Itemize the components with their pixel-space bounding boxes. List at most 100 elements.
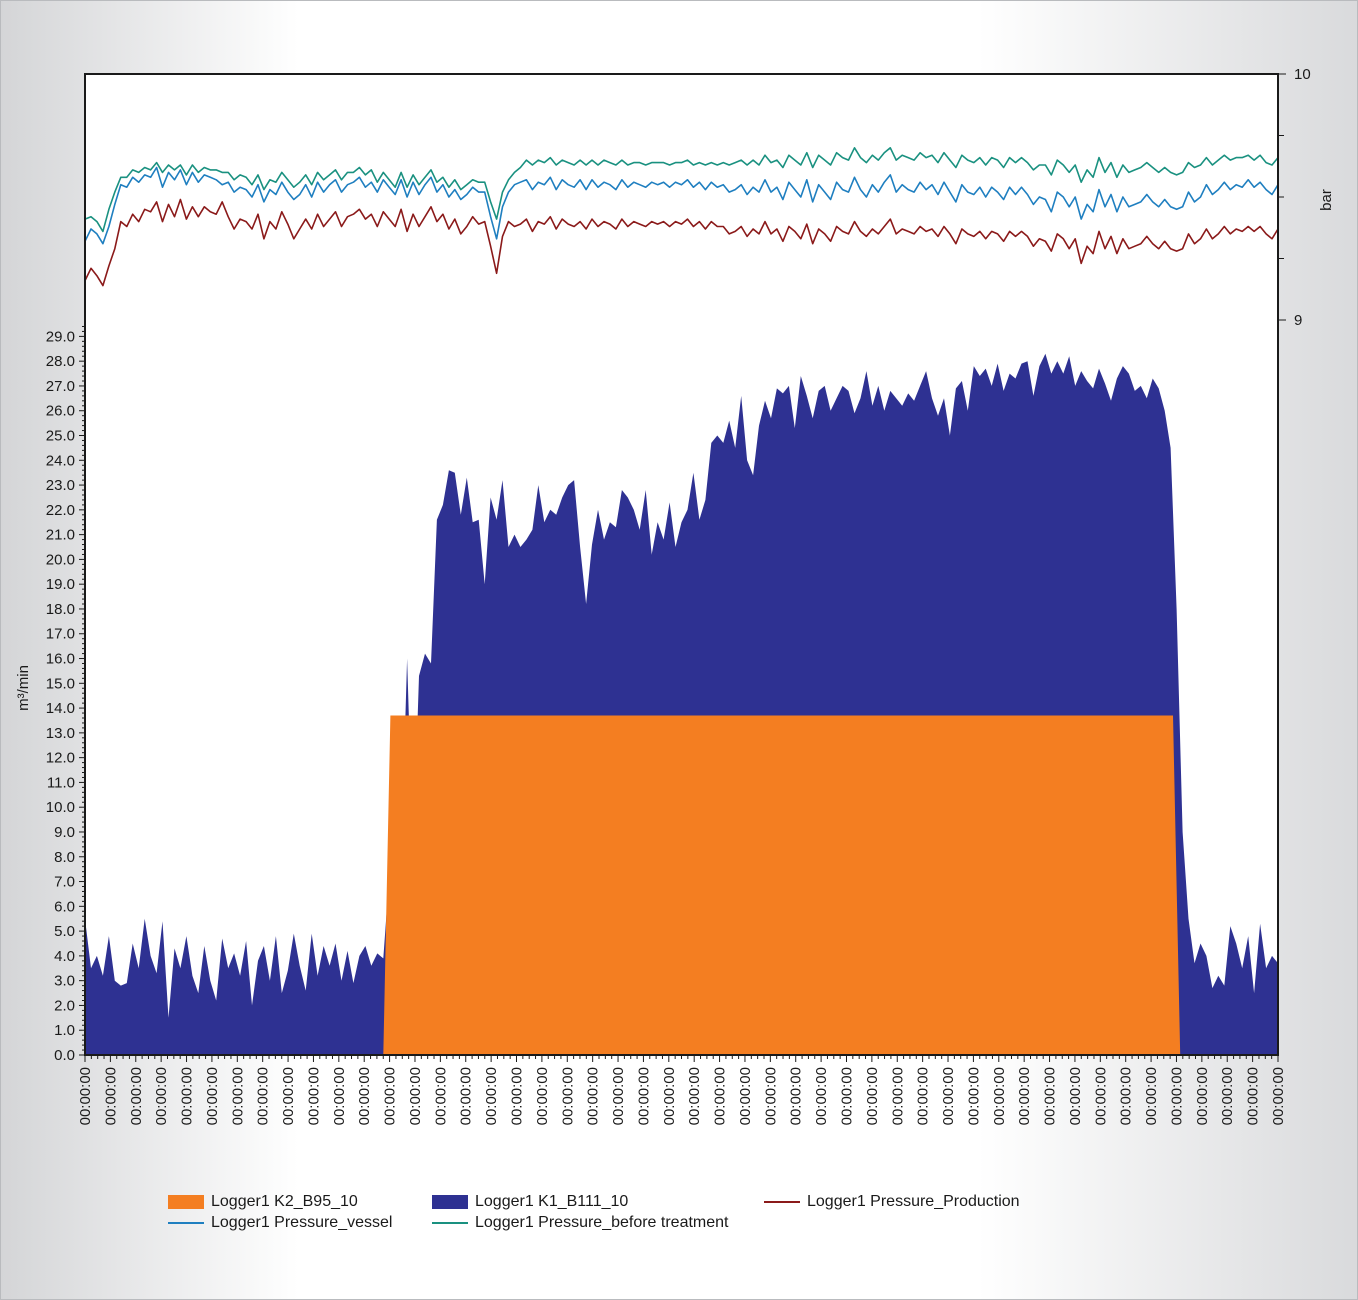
x-tick-label: 00:00:00: [559, 1067, 576, 1125]
x-tick-label: 00:00:00: [229, 1067, 246, 1125]
x-tick-label: 00:00:00: [305, 1067, 322, 1125]
y-left-tick-label: 17.0: [46, 626, 75, 643]
y-left-tick-label: 1.0: [54, 1022, 75, 1039]
legend-label-k1: Logger1 K1_B111_10: [475, 1193, 629, 1210]
x-tick-label: 00:00:00: [635, 1067, 652, 1125]
x-tick-label: 00:00:00: [102, 1067, 119, 1125]
x-tick-label: 00:00:00: [864, 1067, 881, 1125]
series-area-k2-b95-10: [85, 715, 1278, 1055]
x-tick-label: 00:00:00: [509, 1067, 526, 1125]
legend-label-pressure-vessel: Logger1 Pressure_vessel: [211, 1214, 393, 1231]
x-tick-label: 00:00:00: [458, 1067, 475, 1125]
x-tick-label: 00:00:00: [1118, 1067, 1135, 1125]
series-line-logger1-pressure-before-treatment: [84, 147, 1279, 233]
x-tick-label: 00:00:00: [1067, 1067, 1084, 1125]
x-tick-label: 00:00:00: [585, 1067, 602, 1125]
x-tick-label: 00:00:00: [356, 1067, 373, 1125]
area-layer: [85, 353, 1278, 1055]
y-left-tick-label: 7.0: [54, 874, 75, 891]
x-tick-label: 00:00:00: [762, 1067, 779, 1125]
x-tick-label: 00:00:00: [788, 1067, 805, 1125]
y-left-tick-label: 28.0: [46, 353, 75, 370]
y-left-tick-label: 16.0: [46, 651, 75, 668]
x-tick-label: 00:00:00: [813, 1067, 830, 1125]
x-tick-label: 00:00:00: [737, 1067, 754, 1125]
legend-item-k1: Logger1 K1_B111_10: [432, 1192, 628, 1212]
x-tick-label: 00:00:00: [407, 1067, 424, 1125]
x-tick-label: 00:00:00: [1143, 1067, 1160, 1125]
x-tick-label: 00:00:00: [838, 1067, 855, 1125]
y-left-tick-label: 8.0: [54, 849, 75, 866]
series-line-logger1-pressure-vessel: [84, 166, 1279, 245]
x-tick-label: 00:00:00: [204, 1067, 221, 1125]
y-left-tick-label: 20.0: [46, 551, 75, 568]
legend-swatch-pressure-production: [764, 1201, 800, 1203]
x-tick-label: 00:00:00: [534, 1067, 551, 1125]
y-left-axis-title: m³/min: [15, 665, 32, 711]
x-tick-label: 00:00:00: [965, 1067, 982, 1125]
legend-swatch-k2: [168, 1195, 204, 1209]
x-tick-label: 00:00:00: [1194, 1067, 1211, 1125]
y-left-tick-label: 21.0: [46, 527, 75, 544]
y-left-tick-label: 19.0: [46, 576, 75, 593]
legend-item-pressure-production: Logger1 Pressure_Production: [764, 1192, 1020, 1212]
y-left-tick-label: 2.0: [54, 997, 75, 1014]
x-tick-label: 00:00:00: [128, 1067, 145, 1125]
y-left-tick-label: 11.0: [47, 774, 75, 791]
y-left-tick-label: 22.0: [46, 502, 75, 519]
x-tick-label: 00:00:00: [255, 1067, 272, 1125]
right-axis: 9 10: [1278, 66, 1311, 329]
y-left-tick-label: 29.0: [46, 328, 75, 345]
legend-swatch-k1: [432, 1195, 468, 1209]
line-layer: [84, 147, 1279, 287]
x-tick-label: 00:00:00: [331, 1067, 348, 1125]
left-axis: 0.0 1.0 2.0 3.0 4.0 5.0 6.0 7.0 8.0 9.0 10.0 11.0 12…: [46, 325, 85, 1064]
legend-item-pressure-vessel: Logger1 Pressure_vessel: [168, 1213, 392, 1233]
series-line-logger1-pressure-production: [84, 198, 1279, 287]
y-left-tick-label: 5.0: [54, 923, 75, 940]
y-left-tick-label: 23.0: [46, 477, 75, 494]
x-tick-label: 00:00:00: [661, 1067, 678, 1125]
y-left-tick-label: 6.0: [54, 898, 75, 915]
y-left-tick-label: 18.0: [46, 601, 75, 618]
x-tick-label: 00:00:00: [77, 1067, 94, 1125]
x-tick-label: 00:00:00: [940, 1067, 957, 1125]
y-left-tick-label: 24.0: [46, 452, 75, 469]
y-left-tick-label: 26.0: [46, 403, 75, 420]
legend-item-pressure-before-treatment: Logger1 Pressure_before treatment: [432, 1213, 728, 1233]
y-left-tick-label: 0.0: [54, 1047, 75, 1064]
y-right-tick-label: 10: [1294, 66, 1311, 83]
x-tick-label: 00:00:00: [991, 1067, 1008, 1125]
legend-label-pressure-production: Logger1 Pressure_Production: [807, 1193, 1020, 1210]
x-tick-label: 00:00:00: [1092, 1067, 1109, 1125]
y-left-tick-label: 9.0: [54, 824, 75, 841]
x-tick-label: 00:00:00: [1042, 1067, 1059, 1125]
x-tick-label: 00:00:00: [1245, 1067, 1262, 1125]
y-right-tick-label: 9: [1294, 312, 1302, 329]
x-tick-label: 00:00:00: [712, 1067, 729, 1125]
x-axis: 00:00:00 00:00:00 00:00:00 00:00:00 00:00:00…: [77, 1055, 1287, 1125]
x-tick-label: 00:00:00: [483, 1067, 500, 1125]
legend-item-k2: Logger1 K2_B95_10: [168, 1192, 358, 1212]
x-tick-label: 00:00:00: [179, 1067, 196, 1125]
x-tick-label: 00:00:00: [686, 1067, 703, 1125]
y-right-axis-title: bar: [1318, 189, 1335, 211]
x-tick-label: 00:00:00: [889, 1067, 906, 1125]
y-left-tick-label: 4.0: [54, 948, 75, 965]
x-tick-label: 00:00:00: [915, 1067, 932, 1125]
x-tick-label: 00:00:00: [1219, 1067, 1236, 1125]
legend-label-k2: Logger1 K2_B95_10: [211, 1193, 358, 1210]
y-left-tick-label: 25.0: [46, 428, 75, 445]
y-left-tick-label: 13.0: [46, 725, 75, 742]
legend-swatch-pressure-before-treatment: [432, 1222, 468, 1224]
x-tick-label: 00:00:00: [280, 1067, 297, 1125]
x-tick-label: 00:00:00: [153, 1067, 170, 1125]
y-left-tick-label: 27.0: [46, 378, 75, 395]
legend-label-pressure-before-treatment: Logger1 Pressure_before treatment: [475, 1214, 729, 1231]
legend: Logger1 K2_B95_10 Logger1 K1_B111_10 Log…: [168, 1190, 1088, 1236]
x-tick-label: 00:00:00: [1270, 1067, 1287, 1125]
x-tick-label: 00:00:00: [432, 1067, 449, 1125]
x-tick-label: 00:00:00: [1016, 1067, 1033, 1125]
y-left-tick-label: 10.0: [46, 799, 75, 816]
